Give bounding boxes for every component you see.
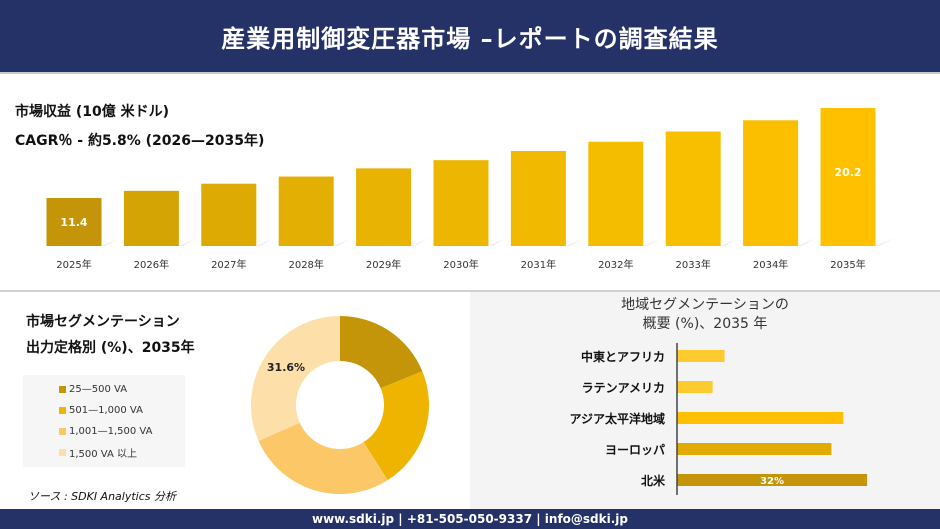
region-title-line2: 概要 (%)、2035 年: [642, 316, 768, 332]
year-label: 2032年: [598, 258, 633, 271]
revenue-bar: [665, 131, 721, 246]
bar-shadow: [333, 238, 352, 246]
bar-value-label: 11.4: [60, 216, 87, 229]
segment-title: 市場セグメンテーション: [26, 314, 180, 330]
footer-contact: www.sdki.jp | +81-505-050-9337 | info@sd…: [0, 509, 940, 529]
section-divider: [0, 290, 940, 292]
region-label: 北米: [641, 473, 666, 488]
bar-shadow: [411, 238, 430, 246]
legend-item: 25—500 VA: [59, 379, 185, 400]
revenue-bar-chart: 2025年 11.4 2026年 2027年 2028年 2029年 2030年 2031年 2…: [46, 107, 894, 271]
legend-item: 1,001—1,500 VA: [59, 421, 185, 442]
year-label: 2028年: [288, 258, 323, 271]
region-bar: [677, 381, 713, 393]
donut-segment: [340, 316, 423, 389]
region-label: 中東とアフリカ: [581, 349, 665, 364]
region-label: ラテンアメリカ: [582, 381, 665, 395]
region-bar: [677, 474, 868, 486]
revenue-bar: [356, 168, 412, 246]
year-label: 2030年: [443, 258, 478, 271]
revenue-title: 市場収益 (10億 米ドル): [15, 104, 170, 120]
legend-swatch: [59, 449, 66, 456]
bar-shadow: [256, 238, 275, 246]
legend-swatch: [59, 386, 66, 393]
legend-swatch: [59, 428, 66, 435]
legend-label: 1,001—1,500 VA: [69, 426, 153, 437]
revenue-bar: [588, 141, 644, 246]
bar-shadow: [565, 238, 584, 246]
revenue-bar: [123, 190, 179, 246]
revenue-bar: [278, 176, 334, 246]
page-title: 産業用制御変圧器市場 –レポートの調査結果: [221, 24, 719, 53]
year-label: 2034年: [753, 258, 788, 271]
year-label: 2029年: [366, 258, 401, 271]
bar-shadow: [875, 238, 894, 246]
legend-swatch: [59, 407, 66, 414]
legend-label: 501—1,000 VA: [69, 405, 143, 416]
revenue-bar: [743, 120, 799, 246]
bar-value-label: 20.2: [834, 166, 861, 179]
year-label: 2025年: [56, 258, 91, 271]
revenue-bar: [510, 150, 566, 246]
donut-segment: [258, 422, 388, 494]
revenue-bar: [201, 183, 257, 246]
source-note: ソース : SDKI Analytics 分析: [28, 490, 177, 503]
year-label: 2026年: [134, 258, 169, 271]
region-bar: [677, 443, 832, 455]
region-title-line1: 地域セグメンテーションの: [621, 297, 789, 313]
donut-legend: 25—500 VA 501—1,000 VA 1,001—1,500 VA 1,500…: [23, 375, 185, 467]
revenue-bar: [433, 160, 489, 246]
donut-segment: [363, 371, 429, 481]
year-label: 2031年: [521, 258, 556, 271]
bar-shadow: [101, 238, 120, 246]
region-bar: [677, 350, 725, 362]
donut-value-label: 31.6%: [267, 361, 305, 374]
segment-subtitle: 出力定格別 (%)、2035年: [26, 340, 195, 356]
header-banner: 産業用制御変圧器市場 –レポートの調査結果: [0, 0, 940, 74]
legend-label: 25—500 VA: [69, 384, 128, 395]
year-label: 2035年: [830, 258, 865, 271]
revenue-bar: [820, 107, 876, 246]
bar-shadow: [798, 238, 817, 246]
donut-segment: [250, 316, 340, 441]
bar-shadow: [643, 238, 662, 246]
cagr-text: CAGR％ - 約5.8% (2026—2035年): [15, 133, 265, 149]
year-label: 2027年: [211, 258, 246, 271]
region-panel: 地域セグメンテーションの 概要 (%)、2035 年 中東とアフリカ ラテンアメリ…: [470, 292, 940, 509]
revenue-bar: [46, 198, 102, 246]
region-bar: [677, 412, 844, 424]
region-label: ヨーロッパ: [605, 443, 665, 457]
region-label: アジア太平洋地域: [569, 411, 665, 426]
legend-label: 1,500 VA 以上: [69, 449, 138, 460]
legend-item: 1,500 VA 以上: [59, 442, 185, 463]
legend-item: 501—1,000 VA: [59, 400, 185, 421]
bar-shadow: [488, 238, 507, 246]
region-value-label: 32%: [760, 476, 784, 487]
year-label: 2033年: [675, 258, 710, 271]
bar-shadow: [720, 238, 739, 246]
bar-shadow: [178, 238, 197, 246]
power-rating-donut-chart: 31.6%: [250, 316, 429, 494]
